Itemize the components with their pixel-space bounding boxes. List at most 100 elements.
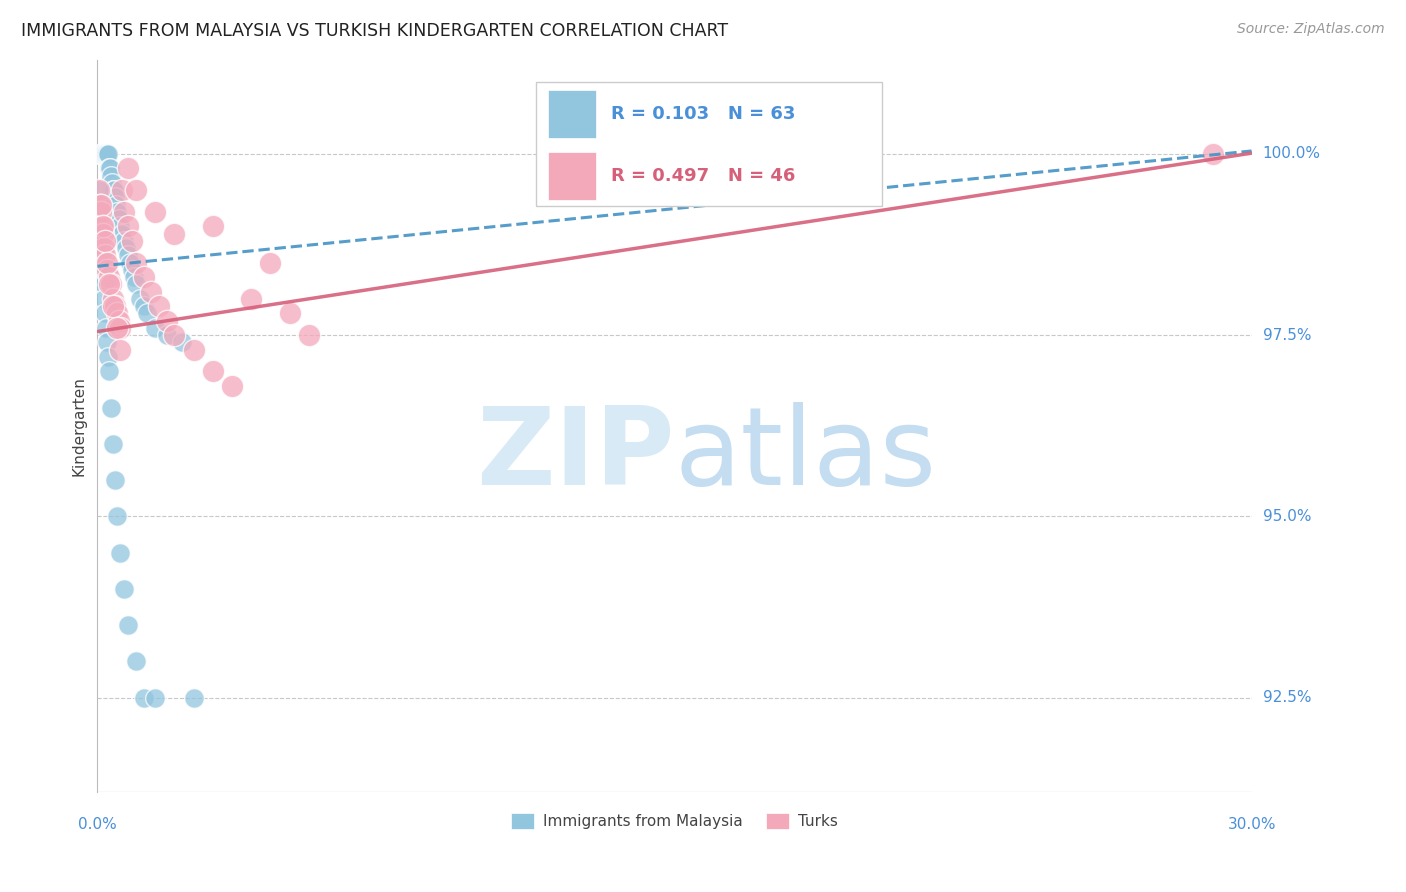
Point [104, 299, 127, 313]
Point [90, 241, 112, 255]
Point [101, 176, 124, 190]
Point [105, 306, 128, 320]
Point [112, 582, 135, 596]
Point [96, 255, 118, 269]
Text: 95.0%: 95.0% [1263, 509, 1312, 524]
Text: 97.5%: 97.5% [1263, 327, 1312, 343]
Point [1202, 146, 1225, 161]
Point [112, 205, 135, 219]
Point [90, 234, 112, 248]
Point [96, 263, 118, 277]
Point [170, 335, 193, 350]
Point [101, 299, 124, 313]
Point [132, 299, 155, 313]
Point [132, 270, 155, 285]
Point [97, 364, 120, 378]
Point [125, 277, 148, 292]
Point [201, 219, 224, 234]
Point [94, 146, 117, 161]
Point [98, 161, 121, 176]
Point [136, 306, 159, 320]
Point [100, 277, 122, 292]
Legend: Immigrants from Malaysia, Turks: Immigrants from Malaysia, Turks [505, 807, 844, 836]
Point [183, 343, 205, 357]
Point [91, 146, 114, 161]
Point [94, 321, 117, 335]
Point [155, 328, 177, 343]
Point [110, 343, 132, 357]
Point [89, 183, 111, 197]
Point [89, 183, 111, 197]
Point [125, 183, 148, 197]
Point [89, 197, 111, 211]
Point [91, 270, 114, 285]
Point [90, 197, 112, 211]
Text: 30.0%: 30.0% [1227, 817, 1275, 832]
Point [110, 321, 132, 335]
Point [112, 234, 135, 248]
Point [132, 690, 155, 705]
Point [111, 183, 134, 197]
Point [278, 306, 301, 320]
Point [163, 328, 186, 343]
Y-axis label: Kindergarten: Kindergarten [72, 376, 86, 475]
FancyBboxPatch shape [536, 81, 882, 206]
Point [110, 219, 132, 234]
Point [96, 335, 118, 350]
Point [128, 292, 150, 306]
Point [148, 299, 170, 313]
FancyBboxPatch shape [547, 153, 596, 200]
Point [201, 364, 224, 378]
Text: 92.5%: 92.5% [1263, 690, 1312, 706]
Point [121, 234, 143, 248]
Text: R = 0.497   N = 46: R = 0.497 N = 46 [612, 168, 796, 186]
Point [259, 255, 281, 269]
Point [97, 277, 120, 292]
Point [97, 270, 120, 285]
Point [90, 227, 112, 241]
Point [125, 655, 148, 669]
Point [143, 690, 166, 705]
Point [240, 292, 263, 306]
Point [97, 350, 120, 364]
Point [143, 205, 166, 219]
Point [91, 219, 114, 234]
Point [104, 197, 127, 211]
Point [221, 379, 243, 393]
Text: 100.0%: 100.0% [1263, 146, 1320, 161]
Point [115, 241, 138, 255]
Point [122, 270, 145, 285]
Point [163, 227, 186, 241]
Point [110, 546, 132, 560]
Point [111, 227, 134, 241]
Point [125, 255, 148, 269]
Point [97, 146, 120, 161]
Point [121, 263, 143, 277]
Point [105, 509, 128, 524]
Point [141, 285, 163, 299]
Point [117, 161, 139, 176]
Point [93, 146, 115, 161]
Point [155, 313, 177, 327]
Point [89, 205, 111, 219]
Point [89, 197, 111, 211]
Point [94, 146, 117, 161]
Text: atlas: atlas [675, 402, 936, 508]
Point [101, 183, 124, 197]
Point [183, 690, 205, 705]
Point [91, 227, 114, 241]
Point [101, 437, 124, 451]
FancyBboxPatch shape [547, 90, 596, 137]
Point [89, 219, 111, 234]
Point [89, 146, 111, 161]
Text: ZIP: ZIP [477, 402, 675, 508]
Point [89, 146, 111, 161]
Point [91, 219, 114, 234]
Point [104, 190, 127, 204]
Point [91, 248, 114, 262]
Point [101, 292, 124, 306]
Text: 0.0%: 0.0% [77, 817, 117, 832]
Point [117, 248, 139, 262]
Point [105, 321, 128, 335]
Point [94, 248, 117, 262]
